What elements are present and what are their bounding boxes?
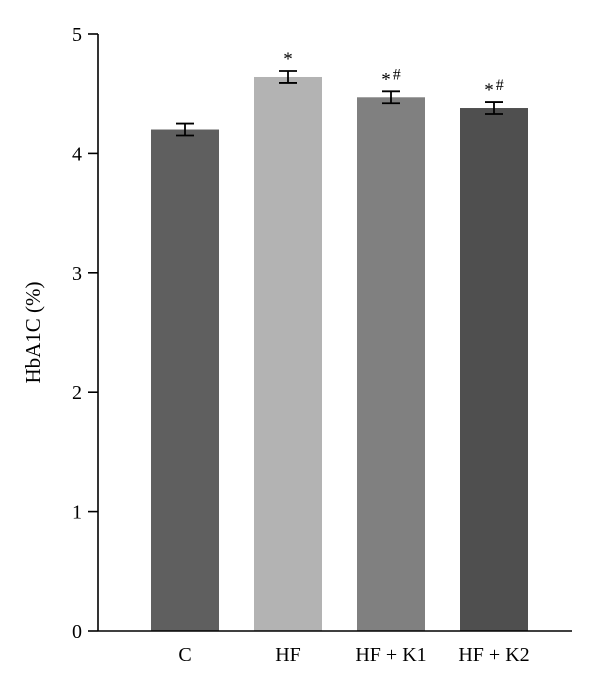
y-axis-title: HbA1C (%) [21, 281, 45, 383]
significance-label: * # [484, 77, 504, 101]
x-axis-category-labels: C HF HF + K1 HF + K2 [178, 644, 529, 666]
x-category-label: HF + K2 [458, 644, 529, 666]
y-tick-label: 1 [72, 502, 82, 524]
bar [460, 108, 528, 631]
error-bars-group [176, 70, 503, 137]
x-category-label: HF [275, 644, 301, 666]
y-tick-label: 4 [72, 143, 82, 165]
bars-group [151, 76, 528, 632]
y-tick-label: 5 [72, 24, 82, 46]
significance-label: * [283, 49, 293, 70]
y-axis-ticks: 0 1 2 3 4 5 [72, 24, 98, 643]
y-tick-label: 2 [72, 382, 82, 404]
y-tick-label: 0 [72, 621, 82, 643]
bar [151, 129, 219, 631]
x-category-label: C [178, 644, 191, 666]
bar [254, 76, 322, 631]
significance-labels-group: * * # * # [283, 49, 504, 101]
significance-label: * # [381, 66, 401, 90]
x-category-label: HF + K1 [355, 644, 426, 666]
y-tick-label: 3 [72, 263, 82, 285]
bar [357, 97, 425, 632]
